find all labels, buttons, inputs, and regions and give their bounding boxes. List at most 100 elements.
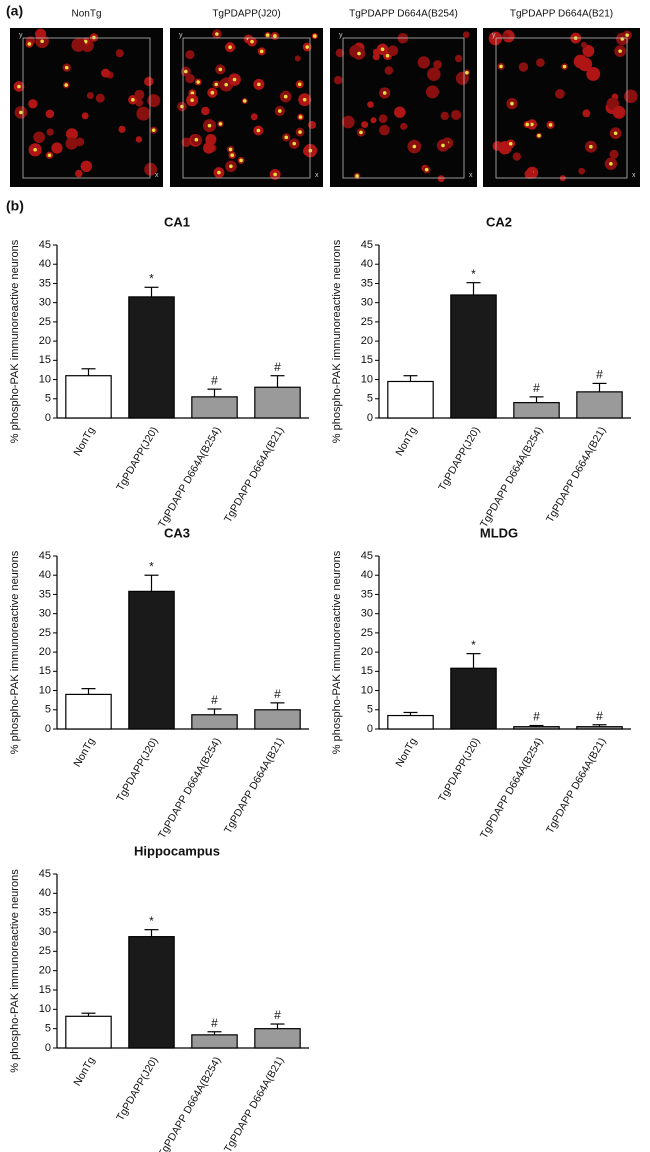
cell — [440, 111, 449, 121]
cell-marker — [273, 34, 277, 38]
cell — [384, 66, 394, 75]
significance-marker: # — [211, 373, 218, 387]
y-tick-label: 25 — [361, 627, 373, 639]
x-tick-label: NonTg — [71, 736, 97, 769]
y-tick-label: 5 — [367, 704, 373, 716]
significance-marker: * — [471, 267, 476, 281]
cell-marker — [229, 164, 233, 169]
cell — [492, 140, 503, 151]
x-tick-label: TgPDAPP(J20) — [114, 425, 160, 493]
significance-marker: # — [533, 381, 540, 395]
y-tick-label: 10 — [39, 373, 51, 385]
cell-marker — [313, 34, 317, 38]
y-tick-label: 5 — [45, 1023, 51, 1035]
y-tick-label: 0 — [45, 412, 51, 424]
cell — [462, 31, 470, 39]
bar — [128, 590, 175, 730]
cell-marker — [190, 98, 194, 103]
micrograph — [170, 28, 323, 187]
cell — [65, 128, 78, 141]
cell — [450, 109, 462, 120]
bar — [254, 709, 301, 730]
x-tick-label: TgPDAPP(J20) — [436, 736, 482, 804]
cell-marker — [64, 65, 69, 70]
cell-marker — [190, 91, 195, 95]
image-axis-letter: x — [632, 172, 636, 179]
cell — [427, 67, 441, 81]
cell — [341, 115, 355, 129]
significance-marker: # — [533, 710, 540, 724]
chart-title: CA1 — [164, 214, 190, 229]
chart-title: CA3 — [164, 525, 190, 540]
cell-marker — [242, 99, 247, 103]
cell — [75, 169, 83, 178]
chart-title: MLDG — [480, 525, 518, 540]
cell-marker — [525, 122, 529, 127]
cell — [181, 137, 192, 148]
y-tick-label: 35 — [39, 277, 51, 289]
cell — [144, 162, 158, 176]
y-tick-label: 15 — [361, 665, 373, 677]
cell — [394, 106, 406, 118]
cell-marker — [385, 53, 390, 58]
y-tick-label: 10 — [361, 373, 373, 385]
significance-marker: * — [149, 914, 154, 928]
y-tick-label: 5 — [45, 393, 51, 405]
cell-marker — [17, 84, 21, 89]
significance-marker: * — [471, 638, 476, 652]
cell — [185, 73, 195, 84]
cell — [454, 54, 463, 63]
cell-marker — [194, 137, 199, 142]
y-tick-label: 30 — [39, 926, 51, 938]
micrograph-cells — [333, 31, 471, 183]
micrograph-frame — [22, 37, 151, 179]
y-tick-label: 40 — [39, 258, 51, 270]
cell-marker — [217, 170, 221, 175]
cell — [144, 76, 154, 87]
cell — [45, 109, 55, 119]
x-tick-label: TgPDAPP D664A(B254) — [156, 736, 223, 841]
cell — [115, 49, 124, 58]
cell-marker — [298, 115, 303, 119]
cell — [201, 106, 210, 116]
cell-marker — [284, 135, 289, 140]
cell-marker — [298, 130, 302, 134]
y-tick-label: 25 — [39, 316, 51, 328]
y-tick-label: 25 — [39, 627, 51, 639]
cell — [71, 38, 86, 52]
panel-label: (a) — [6, 3, 23, 19]
y-tick-label: 40 — [361, 569, 373, 581]
y-tick-label: 0 — [367, 723, 373, 735]
cell — [387, 45, 399, 57]
y-tick-label: 15 — [361, 354, 373, 366]
y-tick-label: 20 — [361, 335, 373, 347]
cell — [80, 160, 93, 173]
cell-marker — [230, 153, 234, 158]
y-tick-label: 35 — [361, 277, 373, 289]
y-tick-label: 25 — [39, 945, 51, 957]
cell-marker — [196, 80, 200, 84]
cell-marker — [278, 109, 282, 113]
significance-marker: # — [274, 1008, 281, 1022]
cell-marker — [424, 167, 429, 172]
cell-marker — [510, 101, 514, 106]
cell — [294, 55, 301, 62]
cell-marker — [257, 82, 261, 87]
y-tick-label: 20 — [39, 335, 51, 347]
chart-title: Hippocampus — [134, 843, 220, 858]
bar — [387, 714, 434, 730]
y-tick-label: 45 — [39, 868, 51, 880]
y-tick-label: 0 — [367, 412, 373, 424]
cell-marker — [412, 144, 417, 149]
cell — [378, 114, 388, 124]
y-tick-label: 20 — [361, 646, 373, 658]
cell — [400, 122, 408, 130]
bar — [254, 386, 301, 419]
y-tick-label: 30 — [39, 297, 51, 309]
cell-marker — [297, 82, 302, 87]
cell-marker — [499, 64, 503, 69]
x-tick-label: TgPDAPP D664A(B254) — [478, 736, 545, 841]
cell-marker — [625, 33, 629, 37]
cell — [333, 75, 343, 85]
cell-marker — [589, 144, 593, 149]
